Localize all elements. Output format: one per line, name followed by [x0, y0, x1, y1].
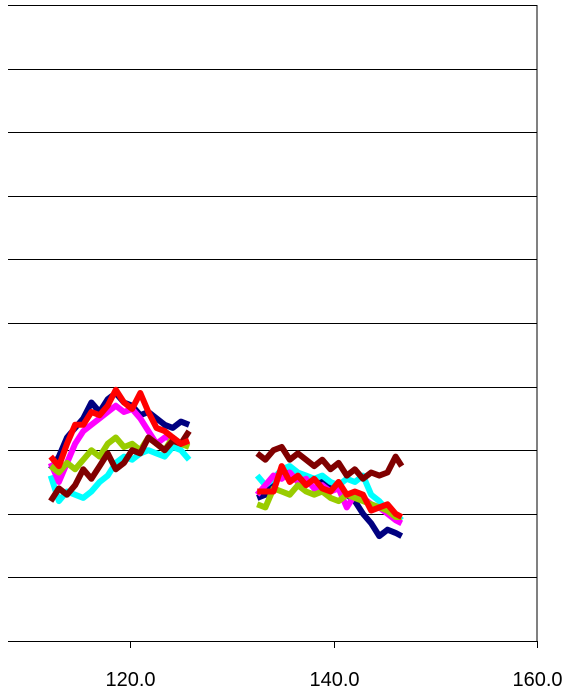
series-layer — [47, 386, 405, 540]
series-6 — [48, 386, 404, 520]
series-2-line-segment-1 — [47, 444, 192, 505]
x-tick-label: 160.0 — [512, 669, 562, 691]
series-3-line-segment-1 — [47, 402, 190, 485]
x-tick-label: 120.0 — [105, 669, 155, 691]
gridlines — [8, 5, 537, 642]
series-5 — [48, 429, 405, 503]
x-tick-label: 140.0 — [309, 669, 359, 691]
series-6-line-segment-2 — [257, 463, 404, 520]
series-6-line-segment-1 — [48, 386, 191, 470]
series-5-line-segment-2 — [255, 444, 405, 482]
x-axis: 120.0 140.0 160.0 — [105, 641, 563, 691]
series-5-line-segment-1 — [48, 429, 192, 503]
